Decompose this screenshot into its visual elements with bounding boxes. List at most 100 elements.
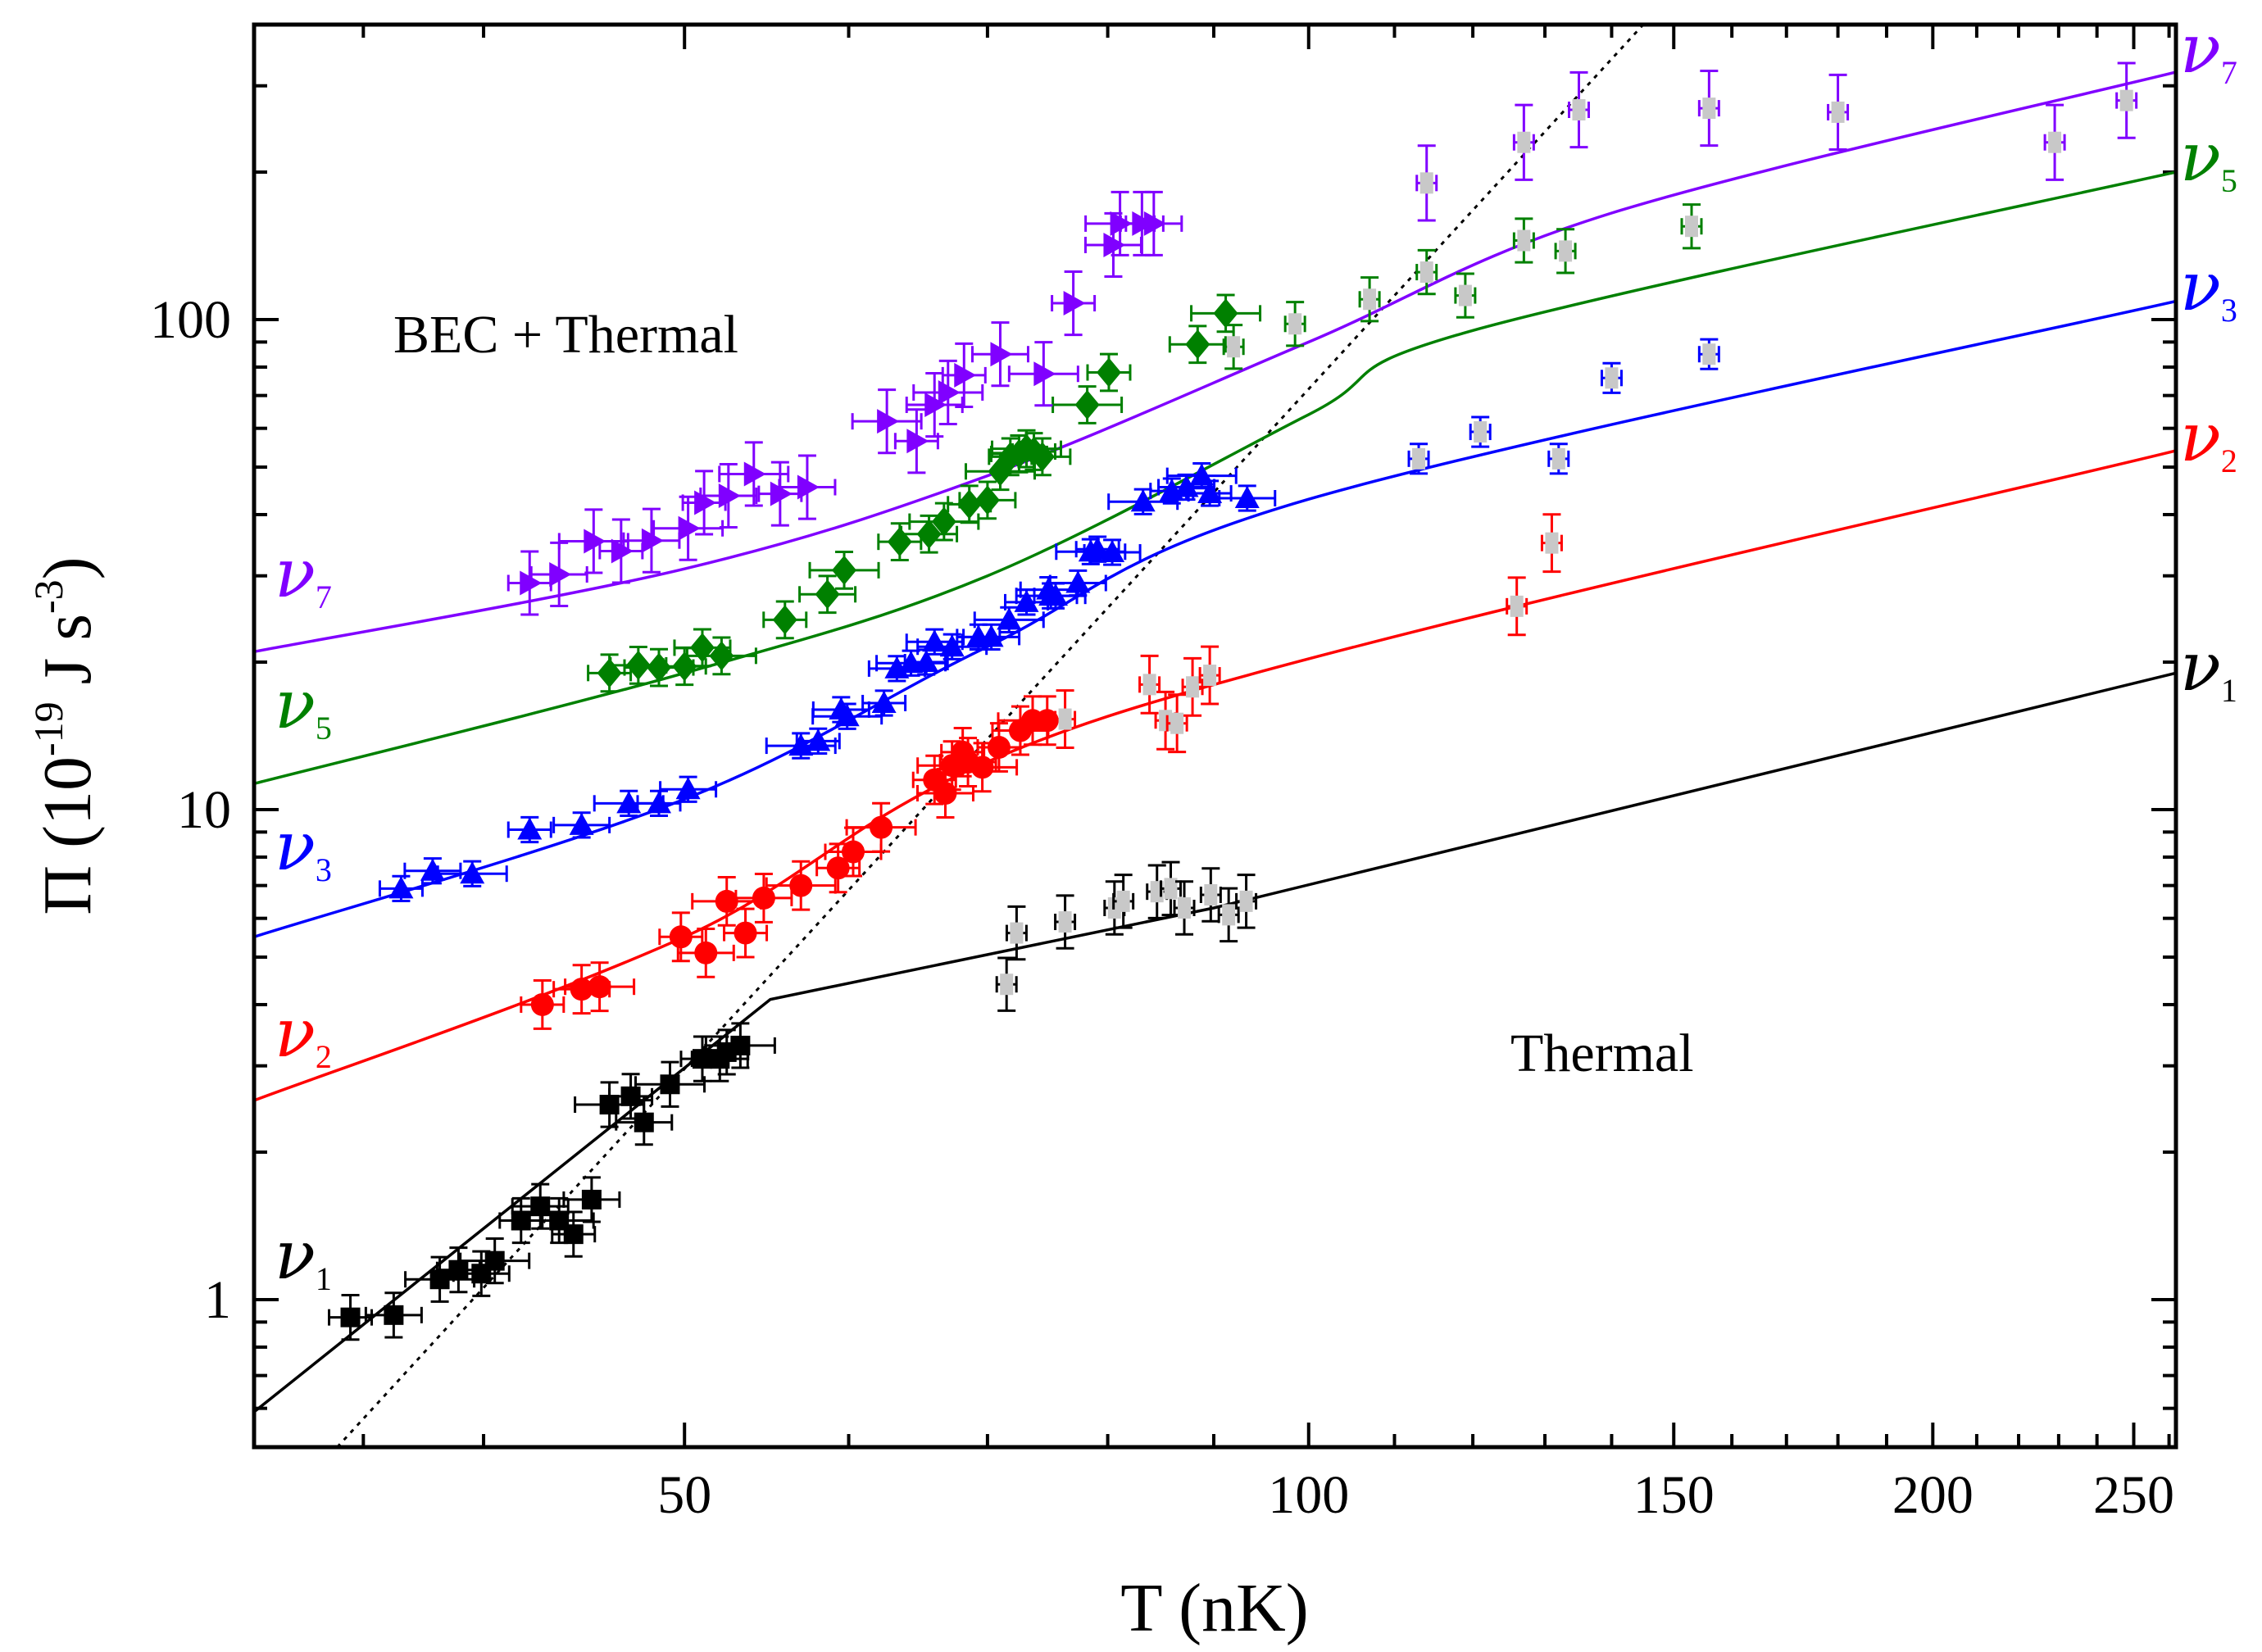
data-point-ν2 <box>752 886 775 910</box>
data-point-ν1 <box>340 1307 361 1328</box>
data-point-ν7 <box>877 409 900 434</box>
x-tick-label: 150 <box>1633 1465 1715 1525</box>
data-point-ν5 <box>815 579 840 610</box>
data-point-ν3 <box>1174 474 1199 497</box>
axes-ticks <box>254 23 2176 1449</box>
data-point-ν5 <box>931 506 956 537</box>
data-point-ν1 <box>716 1042 737 1062</box>
data-point-ν2 <box>530 992 554 1016</box>
data-point-ν5 <box>916 519 942 549</box>
data-point-ν3 <box>1014 589 1039 612</box>
grey-point-ν2 <box>1170 712 1184 734</box>
y-tick-label: 100 <box>150 290 231 350</box>
data-point-ν1 <box>581 1189 602 1210</box>
series-label-right-nu1: ν1 <box>2180 629 2237 709</box>
data-point-ν5 <box>956 489 982 520</box>
grey-point-ν2 <box>1058 708 1072 730</box>
data-point-ν2 <box>694 941 718 964</box>
data-point-ν3 <box>460 861 485 884</box>
data-point-ν7 <box>1063 291 1086 316</box>
data-point-ν7 <box>641 528 664 553</box>
data-point-ν5 <box>832 555 857 585</box>
y-axis-title: Π (10-19 J s-3) <box>25 556 106 914</box>
series-label-right-nu2: ν2 <box>2180 399 2237 479</box>
data-point-ν3 <box>834 704 860 727</box>
data-point-ν3 <box>914 649 939 672</box>
grey-point-ν1 <box>1164 878 1178 900</box>
grey-point-ν1 <box>1239 890 1253 912</box>
grey-point-ν7 <box>1517 131 1531 153</box>
data-point-ν3 <box>1197 481 1223 504</box>
grey-point-ν3 <box>1702 343 1716 365</box>
fit-line-ν7 <box>254 70 2176 654</box>
data-point-ν3 <box>871 690 897 713</box>
svg-text:Π (10-19 J s-3): Π (10-19 J s-3) <box>25 556 106 914</box>
grey-point-ν5 <box>1559 240 1573 262</box>
data-point-ν7 <box>584 529 606 554</box>
data-point-ν5 <box>709 641 734 671</box>
data-point-ν5 <box>1185 329 1210 360</box>
data-point-ν3 <box>1065 570 1091 593</box>
data-point-ν7 <box>718 483 741 509</box>
data-point-ν5 <box>974 485 1000 515</box>
data-point-ν5 <box>625 650 651 680</box>
data-point-ν3 <box>806 728 831 751</box>
series-label-right-nu5: ν5 <box>2180 119 2237 199</box>
data-point-ν1 <box>448 1259 469 1280</box>
error-bars-ν7 <box>718 441 790 507</box>
data-point-ν5 <box>772 605 797 635</box>
series-label-left-nu5: ν5 <box>275 666 332 747</box>
tick-labels: 1 10 100 50 100 150 200 250 <box>150 290 2174 1525</box>
data-point-ν2 <box>734 921 757 945</box>
grey-point-ν1 <box>1222 904 1236 926</box>
x-tick-label: 250 <box>2093 1465 2174 1525</box>
error-bars-grey-ν5 <box>1222 324 1245 370</box>
data-point-ν3 <box>569 812 594 835</box>
grey-point-ν2 <box>1186 676 1200 698</box>
grey-point-ν1 <box>1010 922 1024 944</box>
y-tick-label: 1 <box>204 1270 231 1330</box>
grey-point-ν7 <box>1572 99 1586 121</box>
plot-frame <box>252 22 2178 1450</box>
data-point-ν5 <box>1029 442 1055 472</box>
data-point-ν7 <box>743 461 766 487</box>
y-tick-label: 10 <box>177 780 231 840</box>
data-point-ν7 <box>906 429 929 454</box>
data-point-ν7 <box>990 342 1013 367</box>
data-point-ν1 <box>563 1224 584 1245</box>
grey-point-ν2 <box>1203 665 1217 687</box>
data-point-ν3 <box>1130 489 1156 512</box>
data-point-ν2 <box>715 889 738 913</box>
data-point-ν3 <box>939 634 965 657</box>
grey-point-ν7 <box>2048 131 2062 153</box>
data-point-ν7 <box>611 538 634 564</box>
data-point-ν2 <box>987 735 1011 759</box>
data-point-ν3 <box>647 791 672 814</box>
grey-point-ν2 <box>1510 595 1524 617</box>
data-point-ν1 <box>384 1305 404 1325</box>
grey-point-ν1 <box>1000 974 1014 996</box>
data-point-ν2 <box>570 978 593 1001</box>
data-point-ν3 <box>675 777 701 800</box>
data-point-ν1 <box>484 1250 505 1271</box>
data-point-ν7 <box>1103 232 1126 257</box>
grey-point-ν5 <box>1517 229 1531 252</box>
x-tick-label: 50 <box>657 1465 711 1525</box>
series-label-right-nu7: ν7 <box>2180 11 2237 91</box>
error-bars-ν1 <box>551 1210 597 1258</box>
x-axis-title: T (nK) <box>1120 1570 1308 1646</box>
x-tick-label: 100 <box>1268 1465 1349 1525</box>
grey-point-ν2 <box>1142 674 1156 696</box>
data-point-ν1 <box>660 1074 680 1095</box>
series-label-left-nu2: ν2 <box>275 995 332 1075</box>
data-point-ν2 <box>842 840 865 864</box>
grey-point-ν1 <box>1204 884 1218 906</box>
data-point-ν3 <box>517 817 543 840</box>
grey-point-ν5 <box>1419 261 1433 284</box>
data-point-ν2 <box>588 975 611 999</box>
grey-point-ν3 <box>1551 447 1565 470</box>
data-point-ν7 <box>549 561 572 587</box>
error-bars-ν2 <box>845 801 917 853</box>
data-point-ν2 <box>933 782 957 806</box>
